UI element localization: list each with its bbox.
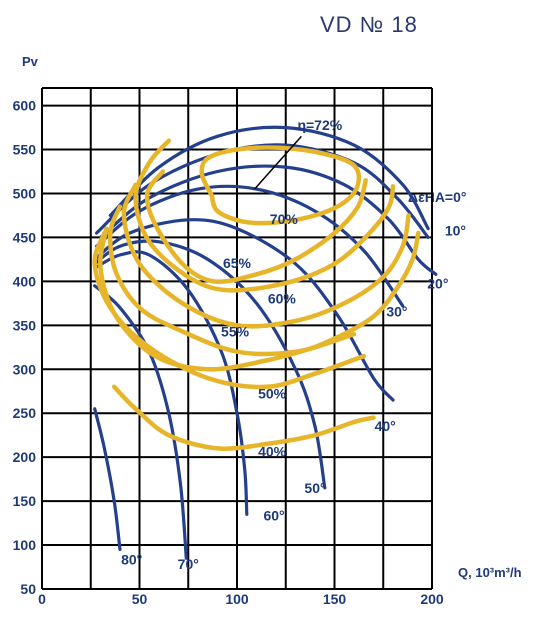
y-tick-label: 350 xyxy=(13,317,37,333)
x-tick-label: 150 xyxy=(323,591,347,607)
efficiency-curve xyxy=(199,145,362,226)
y-tick-label: 200 xyxy=(13,449,37,465)
efficiency-curve xyxy=(133,138,396,293)
curve-labels: η=72% 70% 65% 60% 55% 50% 40% 10° 20° 30° 40° 50° 60… xyxy=(121,117,466,572)
blade-angle-curve xyxy=(108,125,430,231)
x-tick-label: 100 xyxy=(225,591,249,607)
y-tick-label: 600 xyxy=(13,98,37,114)
efficiency-label: 50% xyxy=(258,385,287,401)
efficiency-label: 65% xyxy=(223,255,252,271)
blade-angle-curve xyxy=(93,218,395,402)
y-tick-label: 500 xyxy=(13,185,37,201)
efficiency-curve xyxy=(111,384,376,451)
blade-angle-label: 60° xyxy=(263,507,284,523)
y-tick-label: 450 xyxy=(13,229,37,245)
blade-angle-curve xyxy=(93,407,122,551)
blade-angle-curve xyxy=(93,284,188,560)
y-tick-label: 400 xyxy=(13,273,37,289)
x-tick-label: 50 xyxy=(132,591,148,607)
efficiency-curve xyxy=(121,182,411,329)
efficiency-curve xyxy=(107,204,421,357)
blade-angle-label: 30° xyxy=(386,304,407,320)
efficiency-label: η=72% xyxy=(297,117,342,133)
blade-angle-curve xyxy=(93,239,327,490)
efficiency-label: 55% xyxy=(221,324,250,340)
efficiency-label: 70% xyxy=(270,211,299,227)
blade-angle-curve xyxy=(95,184,405,308)
y-tick-label: 100 xyxy=(13,537,37,553)
blade-angle-label: 80° xyxy=(121,551,142,567)
x-tick-label: 200 xyxy=(420,591,444,607)
blade-angle-title: ΔεΗΑ=0° xyxy=(408,189,467,205)
y-tick-label: 250 xyxy=(13,405,37,421)
efficiency-curve xyxy=(92,230,367,390)
y-tick-label: 150 xyxy=(13,493,37,509)
efficiency-label: 60% xyxy=(268,290,297,306)
blade-angle-label: 70° xyxy=(178,556,199,572)
x-tick-label: 0 xyxy=(38,591,46,607)
blade-angle-label: 40° xyxy=(375,418,396,434)
y-tick-label: 550 xyxy=(13,142,37,158)
blade-angle-label: 50° xyxy=(304,480,325,496)
efficiency-curve xyxy=(144,169,368,284)
efficiency-leader-line xyxy=(253,135,302,190)
y-tick-label: 50 xyxy=(20,581,36,597)
y-axis-label: Pv xyxy=(22,54,39,69)
efficiency-label: 40% xyxy=(258,443,287,459)
blade-angle-curve xyxy=(93,250,249,516)
efficiency-curves xyxy=(92,138,421,451)
blade-angle-label: 20° xyxy=(427,275,448,291)
chart-title: VD № 18 xyxy=(320,12,418,37)
y-tick-label: 300 xyxy=(13,361,37,377)
x-axis-label: Q, 10³m³/h xyxy=(458,565,522,580)
blade-angle-label: 10° xyxy=(445,223,466,239)
